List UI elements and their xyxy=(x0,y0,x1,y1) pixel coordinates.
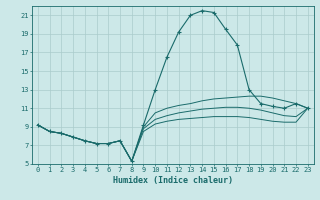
X-axis label: Humidex (Indice chaleur): Humidex (Indice chaleur) xyxy=(113,176,233,185)
